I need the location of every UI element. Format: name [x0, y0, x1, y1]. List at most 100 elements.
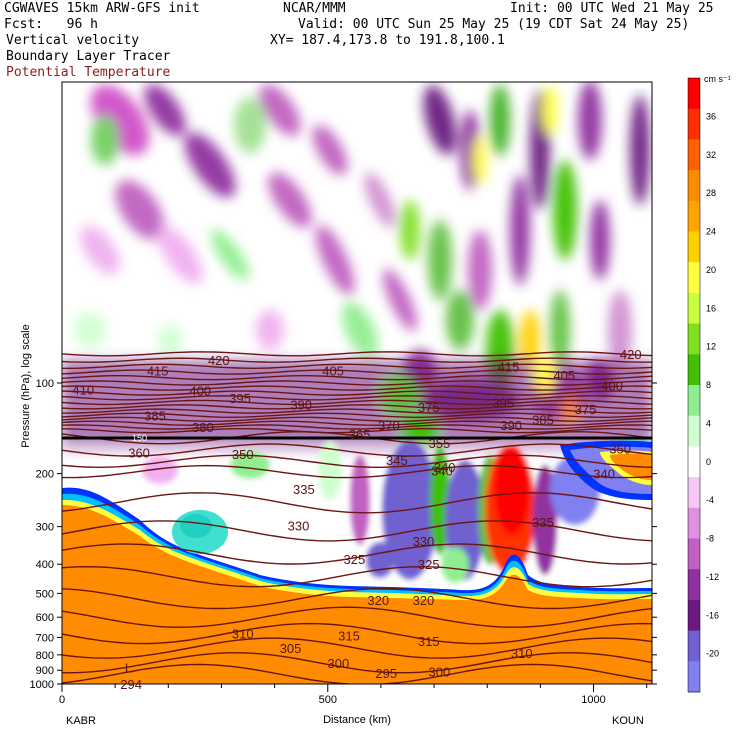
- distance-axis: 0 500 1000: [59, 684, 648, 706]
- theta-label: 315: [418, 634, 440, 649]
- theta-label: 395: [492, 395, 514, 410]
- theta-label: 315: [338, 628, 360, 643]
- theta-label: 350: [232, 447, 254, 462]
- model-title: CGWAVES 15km ARW-GFS init: [4, 1, 200, 16]
- theta-contour-line: [62, 637, 652, 659]
- colorbar-tick-label: 20: [706, 265, 716, 275]
- theta-label: 405: [322, 364, 344, 379]
- colorbar-tick-label: -12: [706, 572, 719, 582]
- theta-contour-line: [62, 375, 652, 381]
- theta-label: 375: [418, 400, 440, 415]
- left-endpoint-label: KABR: [66, 715, 96, 727]
- init-time: Init: 00 UTC Wed 21 May 25: [510, 1, 714, 16]
- theta-contour-line: [62, 395, 652, 401]
- colorbar-unit: cm s⁻¹: [704, 74, 731, 84]
- theta-label: 355: [429, 436, 451, 451]
- theta-contour-labels: 420 415 410 405 400 395 390 385 380 375 370 365 360 3…: [72, 347, 641, 692]
- colorbar-swatch: [688, 630, 700, 662]
- colorbar-tick-label: 36: [706, 111, 716, 121]
- theta-label: 294: [120, 677, 142, 692]
- tropopause-label: 150: [132, 433, 147, 443]
- y-axis-title: Pressure (hPa), log scale: [20, 324, 32, 448]
- theta-label: 340: [593, 467, 615, 482]
- theta-label: 325: [343, 552, 365, 567]
- colorbar-swatch: [688, 354, 700, 386]
- theta-contour-line: [62, 357, 652, 363]
- colorbar-swatch: [688, 599, 700, 632]
- colorbar-swatch: [688, 569, 700, 601]
- theta-contour-line: [62, 390, 652, 396]
- theta-label: 415: [147, 364, 169, 379]
- colorbar-tick-label: -8: [706, 534, 714, 544]
- right-endpoint-label: KOUN: [612, 715, 644, 727]
- theta-label: L: [125, 660, 132, 675]
- theta-label: 310: [511, 646, 533, 661]
- colorbar-tick-label: 24: [706, 227, 716, 237]
- x-tick-label: 1000: [581, 694, 605, 706]
- theta-label: 305: [280, 641, 302, 656]
- theta-label: 410: [72, 382, 94, 397]
- colorbar-frame: [687, 77, 701, 693]
- x-tick-label: 0: [59, 694, 65, 706]
- pressure-axis: 100 200 300 400 500 600 700 800 900 1000: [30, 378, 657, 691]
- theta-label: 395: [229, 391, 251, 406]
- valid-time: Valid: 00 UTC Sun 25 May 25 (19 CDT Sat …: [298, 17, 690, 32]
- theta-contour-line: [62, 412, 652, 419]
- colorbar-swatch: [688, 200, 700, 232]
- theta-contour-line: [62, 404, 652, 410]
- theta-label: 420: [208, 353, 230, 368]
- colorbar-tick-label: -4: [706, 495, 714, 505]
- field-vertical-velocity: Vertical velocity: [6, 33, 140, 48]
- forecast-hour: Fcst: 96 h: [4, 17, 98, 32]
- theta-label: 405: [553, 368, 575, 383]
- theta-contour-line: [62, 408, 652, 414]
- colorbar-swatch: [688, 661, 700, 693]
- theta-contour-line: [62, 416, 652, 423]
- theta-contour-line: [62, 424, 652, 430]
- colorbar-swatch: [688, 385, 700, 417]
- colorbar-swatch: [688, 108, 700, 140]
- colorbar-swatch: [688, 231, 700, 263]
- colorbar-swatch: [688, 292, 700, 325]
- theta-contour-line: [62, 652, 652, 674]
- x-axis-title: Distance (km): [323, 714, 391, 726]
- theta-label: 365: [349, 427, 371, 442]
- field-potential-temperature: Potential Temperature: [6, 65, 171, 80]
- center-label: NCAR/MMM: [283, 1, 346, 16]
- theta-label: 300: [328, 656, 350, 671]
- colorbar-swatch: [688, 446, 700, 478]
- vertical-velocity-field: [62, 82, 652, 684]
- field-boundary-layer-tracer: Boundary Layer Tracer: [6, 49, 171, 64]
- y-tick-label: 500: [36, 588, 54, 600]
- theta-contour-line: [62, 385, 652, 391]
- theta-contour-line: [62, 663, 652, 684]
- colorbar-tick-label: -20: [706, 649, 719, 659]
- theta-contour-line: [62, 351, 652, 357]
- y-tick-label: 700: [36, 632, 54, 644]
- xy-coordinates: XY= 187.4,173.8 to 191.8,100.1: [270, 33, 505, 48]
- theta-contour-line: [62, 369, 652, 375]
- theta-label: 335: [293, 482, 315, 497]
- colorbar-tick-label: 28: [706, 188, 716, 198]
- theta-contour-line: [62, 565, 652, 588]
- potential-temperature-contours: [62, 351, 652, 684]
- colorbar-tick-label: 16: [706, 303, 716, 313]
- theta-label: 390: [500, 418, 522, 433]
- theta-label: 340: [434, 460, 456, 475]
- theta-contour-line: [62, 428, 652, 434]
- colorbar-swatch: [688, 323, 700, 355]
- y-tick-label: 600: [36, 612, 54, 624]
- colorbar-swatch: [688, 538, 700, 570]
- colorbar-tick-label: 12: [706, 342, 716, 352]
- theta-label: 375: [575, 402, 597, 417]
- colorbar-tick-label: 0: [706, 457, 711, 467]
- theta-contour-line: [62, 464, 652, 479]
- theta-label: 295: [375, 666, 397, 681]
- y-tick-label: 400: [36, 559, 54, 571]
- theta-contour-line: [62, 399, 652, 406]
- theta-contour-line: [62, 622, 652, 645]
- colorbar-swatch: [688, 170, 700, 202]
- theta-label: 330: [413, 534, 435, 549]
- colorbar-swatch: [688, 262, 700, 294]
- theta-contour-line: [62, 454, 652, 469]
